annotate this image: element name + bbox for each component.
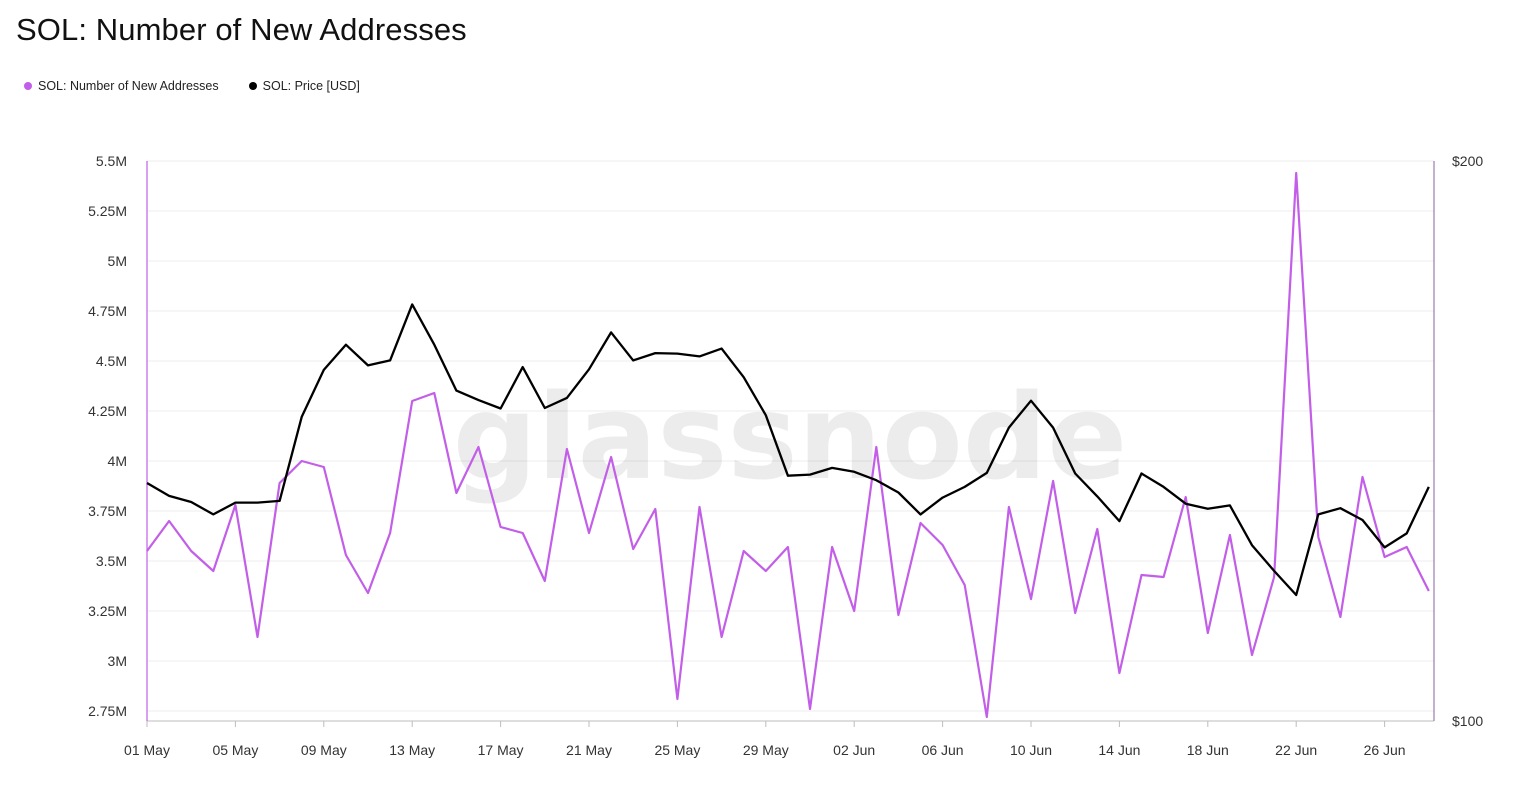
x-tick-label: 21 May <box>566 742 612 758</box>
y-left-tick-label: 3M <box>108 653 127 669</box>
tick-label-layer: 2.75M 3M 3.25M 3.5M 3.75M 4M 4.25M 4.5M 4.75M 5M 5… <box>88 153 1483 758</box>
y-left-tick-label: 3.25M <box>88 603 127 619</box>
legend-dot-price <box>248 82 257 90</box>
x-tick-label: 22 Jun <box>1275 742 1317 758</box>
grid-layer <box>147 160 1434 712</box>
series-layer <box>146 171 1430 719</box>
y-left-tick-label: 3.5M <box>96 553 127 569</box>
legend-item-price[interactable]: SOL: Price [USD] <box>248 79 360 93</box>
x-tick-label: 14 Jun <box>1098 742 1140 758</box>
x-tick-label: 10 Jun <box>1010 742 1052 758</box>
x-tick-label: 06 Jun <box>922 742 964 758</box>
y-left-tick-label: 4.75M <box>88 303 127 319</box>
y-left-tick-label: 4.5M <box>96 353 127 369</box>
legend-label-price: SOL: Price [USD] <box>262 79 360 93</box>
x-tick-label: 17 May <box>478 742 524 758</box>
y-left-tick-label: 3.75M <box>88 503 127 519</box>
x-tick-label: 18 Jun <box>1187 742 1229 758</box>
chart-title: SOL: Number of New Addresses <box>16 12 467 47</box>
x-tick-label: 09 May <box>301 742 347 758</box>
x-tick-label: 26 Jun <box>1364 742 1406 758</box>
watermark-logo: glassnode <box>453 368 1128 506</box>
x-tick-label: 02 Jun <box>833 742 875 758</box>
x-tick-label: 01 May <box>124 742 170 758</box>
axes-layer <box>146 161 1435 727</box>
y-left-tick-label: 5M <box>108 253 127 269</box>
y-right-tick-label: $200 <box>1452 153 1483 169</box>
chart-legend: SOL: Number of New Addresses SOL: Price … <box>24 79 360 93</box>
x-tick-label: 05 May <box>212 742 258 758</box>
y-left-tick-label: 5.5M <box>96 153 127 169</box>
legend-item-new-addresses[interactable]: SOL: Number of New Addresses <box>24 79 219 93</box>
y-left-tick-label: 5.25M <box>88 203 127 219</box>
series-line-new-addresses <box>146 171 1430 719</box>
x-tick-label: 13 May <box>389 742 435 758</box>
x-tick-label: 25 May <box>654 742 700 758</box>
y-left-tick-label: 2.75M <box>88 703 127 719</box>
y-left-tick-label: 4M <box>108 453 127 469</box>
x-tick-label: 29 May <box>743 742 789 758</box>
legend-dot-new-addresses <box>24 82 32 90</box>
legend-label-new-addresses: SOL: Number of New Addresses <box>38 79 219 93</box>
y-right-tick-label: $100 <box>1452 713 1483 729</box>
y-left-tick-label: 4.25M <box>88 403 127 419</box>
series-line-price <box>146 303 1430 597</box>
